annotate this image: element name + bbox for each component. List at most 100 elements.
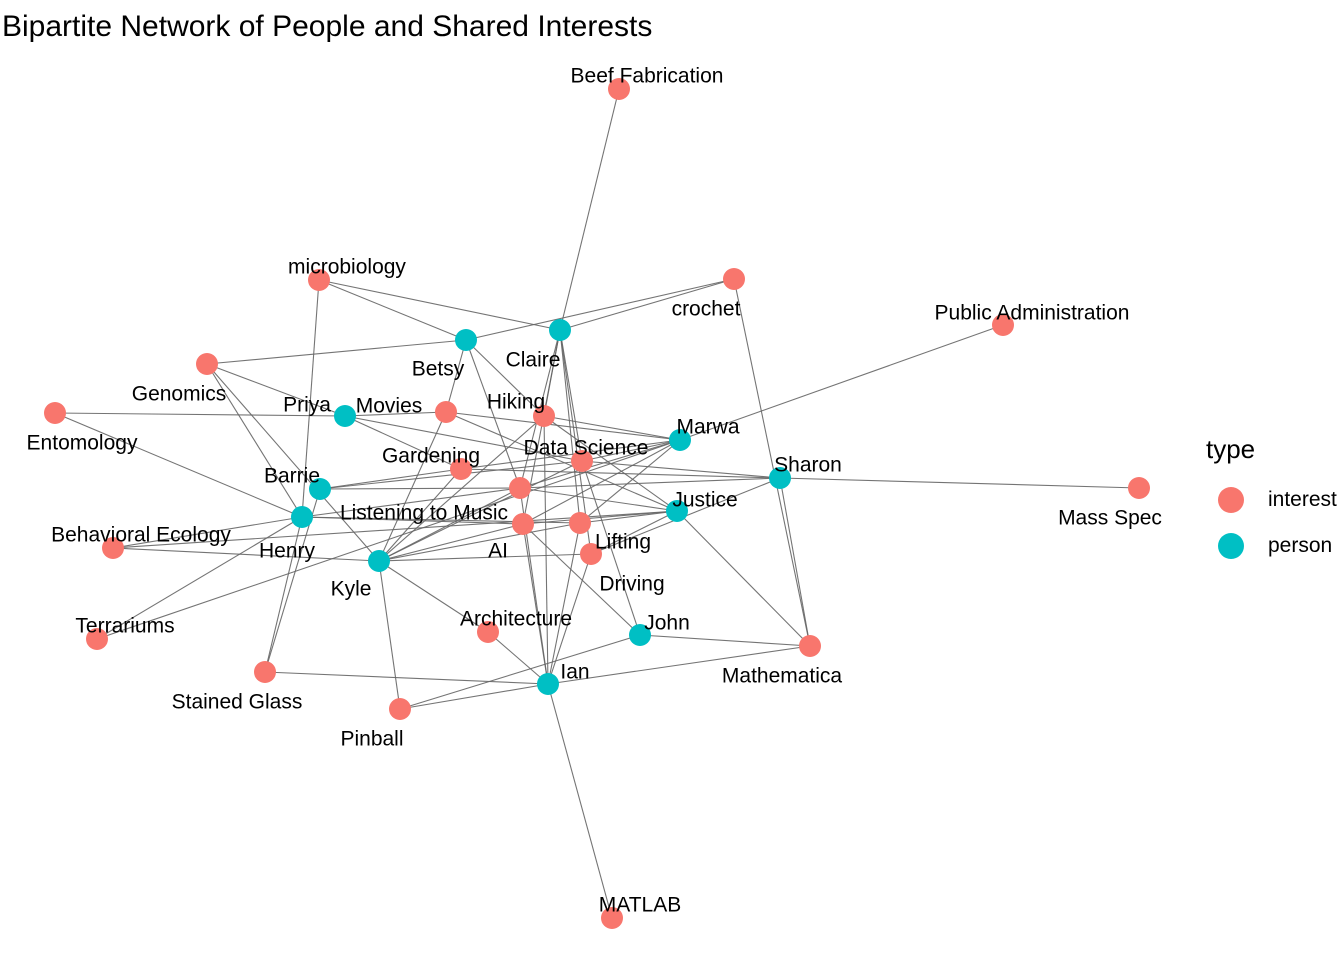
edge-priya-entomology — [54, 412, 346, 417]
edge-ian-driving — [547, 553, 592, 685]
node-henry — [291, 506, 313, 528]
edge-kyle-ai — [378, 523, 524, 562]
node-stained-glass — [254, 661, 276, 683]
edge-mathematica-crochet — [733, 278, 811, 647]
edge-kyle-data-science — [378, 460, 583, 562]
edge-kyle-behavioral-ecology — [112, 547, 380, 562]
node-label-architecture: Architecture — [460, 608, 572, 631]
node-betsy — [455, 329, 477, 351]
node-label-microbiology: microbiology — [288, 256, 406, 279]
node-label-gardening: Gardening — [382, 445, 480, 468]
edge-claire-lifting — [559, 329, 581, 524]
legend-title: type — [1206, 434, 1256, 464]
node-label-listening-to-music: Listening to Music — [340, 502, 508, 525]
node-label-betsy: Betsy — [412, 358, 465, 381]
node-pinball — [389, 698, 411, 720]
edge-sharon-mathematica — [779, 477, 811, 647]
node-label-hiking: Hiking — [487, 391, 545, 414]
node-label-behavioral-ecology: Behavioral Ecology — [51, 524, 231, 547]
node-marwa — [669, 429, 691, 451]
edge-henry-stained-glass — [264, 516, 303, 673]
edge-betsy-hiking — [465, 339, 545, 417]
edge-marwa-gardening — [460, 439, 681, 470]
edge-kyle-movies — [378, 411, 447, 562]
edge-marwa-lifting — [579, 439, 681, 524]
edge-priya-movies — [344, 411, 447, 417]
node-ian — [537, 673, 559, 695]
edge-kyle-pinball — [378, 560, 401, 710]
node-label-movies: Movies — [356, 395, 423, 418]
node-label-terrariums: Terrariums — [75, 615, 174, 638]
node-justice — [666, 500, 688, 522]
edge-john-data-science — [581, 460, 641, 636]
node-entomology — [44, 402, 66, 424]
edge-kyle-architecture — [378, 560, 489, 633]
node-label-lifting: Lifting — [595, 531, 651, 554]
node-priya — [334, 405, 356, 427]
edge-ian-pinball — [399, 683, 549, 710]
edge-marwa-movies — [445, 411, 681, 441]
edge-claire-beef-fabrication — [559, 88, 620, 331]
node-gardening — [450, 458, 472, 480]
edge-sharon-listening-to-music — [519, 477, 781, 489]
network-graph: Betsy Claire Priya Marwa Sharon Barrie Justice… — [27, 65, 1162, 929]
node-label-public-administration: Public Administration — [935, 302, 1130, 325]
node-genomics — [196, 353, 218, 375]
legend: type interest person — [1206, 434, 1337, 569]
edge-justice-listening-to-music — [519, 487, 678, 512]
edge-henry-behavioral-ecology — [112, 516, 303, 549]
legend-key-interest — [1218, 487, 1244, 513]
edge-henry-terrariums — [96, 516, 303, 640]
node-ai — [512, 513, 534, 535]
node-behavioral-ecology — [102, 537, 124, 559]
node-label-driving: Driving — [599, 573, 664, 596]
edge-marwa-terrariums — [96, 439, 681, 640]
node-architecture — [477, 621, 499, 643]
edge-henry-microbiology — [301, 279, 320, 518]
edge-ian-mathematica — [547, 645, 811, 685]
node-label-marwa: Marwa — [676, 416, 739, 439]
edge-claire-data-science — [559, 329, 583, 462]
edges-layer — [54, 88, 1140, 919]
node-mathematica — [799, 635, 821, 657]
node-microbiology — [308, 269, 330, 291]
node-label-mass-spec: Mass Spec — [1058, 507, 1162, 530]
node-kyle — [368, 550, 390, 572]
edge-betsy-listening-to-music — [465, 339, 521, 489]
node-label-justice: Justice — [672, 489, 737, 512]
edge-priya-data-science — [344, 415, 583, 462]
node-label-claire: Claire — [506, 349, 561, 372]
node-driving — [580, 543, 602, 565]
edge-priya-gardening — [344, 415, 462, 470]
node-terrariums — [86, 628, 108, 650]
labels-layer: Betsy Claire Priya Marwa Sharon Barrie Justice… — [27, 65, 1162, 917]
edge-ian-lifting — [547, 522, 581, 685]
node-label-genomics: Genomics — [132, 383, 227, 406]
edge-ian-ai — [522, 523, 549, 685]
node-label-kyle: Kyle — [331, 578, 372, 601]
node-lifting — [569, 512, 591, 534]
node-label-stained-glass: Stained Glass — [172, 691, 303, 714]
edge-marwa-hiking — [543, 415, 681, 441]
edge-kyle-genomics — [206, 363, 380, 562]
edge-john-mathematica — [639, 634, 811, 647]
node-label-barrie: Barrie — [264, 465, 320, 488]
node-john — [629, 624, 651, 646]
edge-barrie-listening-to-music — [319, 487, 521, 490]
node-label-sharon: Sharon — [774, 454, 842, 477]
node-sharon — [769, 467, 791, 489]
edge-henry-listening-to-music — [301, 487, 521, 518]
node-label-john: John — [644, 612, 690, 635]
edge-sharon-mass-spec — [779, 477, 1140, 489]
edge-kyle-gardening — [378, 468, 462, 562]
legend-label-interest: interest — [1268, 488, 1337, 511]
edge-henry-genomics — [206, 363, 303, 518]
node-barrie — [309, 478, 331, 500]
node-label-entomology: Entomology — [27, 432, 138, 455]
edge-betsy-genomics — [206, 339, 467, 365]
node-data-science — [571, 450, 593, 472]
edge-marwa-data-science — [581, 439, 681, 462]
node-label-ian: Ian — [560, 661, 589, 684]
node-label-priya: Priya — [283, 394, 331, 417]
node-beef-fabrication — [608, 78, 630, 100]
